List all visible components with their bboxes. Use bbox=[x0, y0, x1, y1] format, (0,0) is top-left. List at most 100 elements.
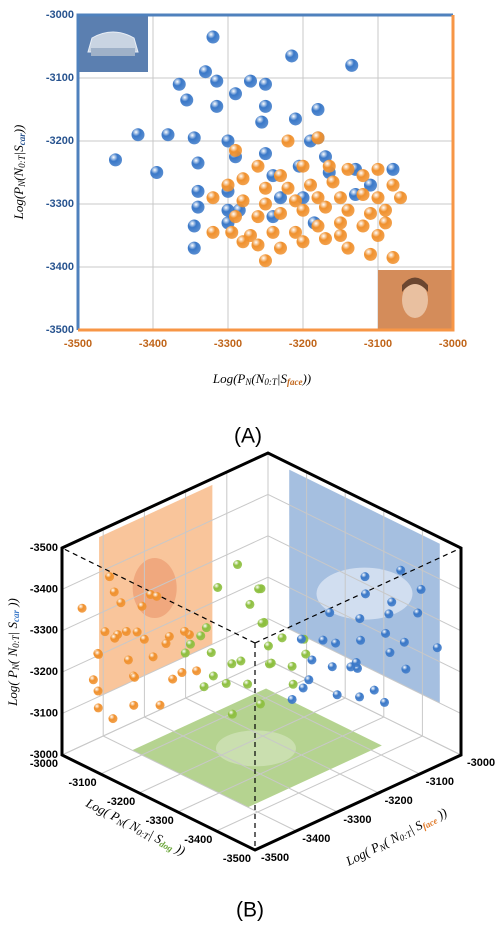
y-tick-label: -3200 bbox=[107, 796, 135, 808]
axis-border bbox=[78, 15, 455, 332]
point bbox=[319, 232, 332, 246]
point bbox=[77, 603, 87, 613]
point bbox=[355, 692, 365, 702]
caption: (A) bbox=[234, 425, 262, 448]
point bbox=[180, 626, 190, 636]
x-tick-label: -3400 bbox=[139, 338, 167, 350]
point bbox=[221, 134, 235, 148]
car-icon bbox=[87, 31, 139, 53]
x-tick-label: -3500 bbox=[64, 338, 92, 350]
point bbox=[191, 184, 205, 198]
face-icon bbox=[402, 277, 428, 292]
point bbox=[369, 685, 379, 695]
point bbox=[131, 128, 145, 142]
grid-line bbox=[267, 576, 462, 673]
label-part: N bbox=[17, 180, 27, 188]
grid-line bbox=[61, 659, 269, 756]
point bbox=[208, 671, 218, 681]
point bbox=[364, 206, 377, 220]
point bbox=[274, 169, 287, 183]
y-tick-label: -3100 bbox=[46, 72, 74, 84]
grid-line bbox=[216, 735, 423, 832]
point bbox=[139, 634, 149, 644]
point bbox=[172, 77, 186, 91]
label-part: ( N bbox=[121, 814, 143, 835]
grid-line bbox=[61, 618, 269, 715]
point bbox=[245, 599, 255, 609]
point bbox=[244, 74, 257, 88]
point bbox=[394, 191, 407, 205]
y-tick-label: -3300 bbox=[46, 198, 74, 210]
point bbox=[281, 181, 295, 195]
point bbox=[150, 166, 164, 179]
label-part: )) bbox=[5, 598, 20, 610]
panel-a: -3500 -3400 -3300 -3200 -3100 -3000 -3500 -3400… bbox=[11, 9, 467, 387]
x-tick-label: -3500 bbox=[261, 852, 289, 864]
y-tick-label: -3100 bbox=[68, 777, 96, 789]
point bbox=[210, 74, 224, 88]
point bbox=[199, 682, 209, 692]
point bbox=[326, 175, 340, 189]
point bbox=[259, 77, 272, 91]
point bbox=[130, 672, 140, 682]
point bbox=[132, 627, 142, 637]
point bbox=[229, 87, 242, 101]
point bbox=[325, 608, 335, 618]
point bbox=[236, 656, 246, 666]
x-tick-label: -3200 bbox=[289, 338, 317, 350]
point bbox=[168, 674, 178, 684]
grid-line bbox=[267, 659, 462, 756]
point bbox=[289, 112, 302, 126]
point bbox=[371, 229, 385, 242]
grid-line bbox=[267, 493, 462, 590]
grid-line bbox=[177, 716, 385, 813]
car-icon bbox=[91, 48, 135, 56]
grid-line bbox=[100, 678, 307, 775]
x-tick-label: -3300 bbox=[343, 814, 371, 826]
point bbox=[221, 178, 235, 192]
point bbox=[361, 589, 370, 599]
point bbox=[396, 565, 406, 575]
x-tick-label: -3100 bbox=[364, 338, 392, 350]
label-part: ( N bbox=[381, 828, 403, 849]
point bbox=[416, 584, 426, 594]
point bbox=[251, 238, 265, 252]
point bbox=[221, 678, 231, 688]
point bbox=[206, 191, 220, 205]
z-tick-label: -3000 bbox=[30, 749, 58, 761]
point bbox=[318, 635, 328, 645]
grid-line bbox=[102, 735, 297, 832]
point bbox=[257, 618, 267, 628]
grid-line bbox=[185, 697, 379, 794]
label-part: Log(P bbox=[212, 371, 246, 386]
label-part: ( N bbox=[5, 647, 20, 665]
point bbox=[356, 169, 370, 183]
point bbox=[129, 700, 139, 710]
y-tick-label: -3500 bbox=[46, 324, 74, 336]
z-tick-label: -3100 bbox=[30, 708, 58, 720]
point bbox=[401, 664, 411, 674]
point bbox=[274, 241, 287, 255]
point bbox=[356, 188, 370, 202]
point bbox=[185, 639, 195, 649]
point bbox=[236, 235, 250, 249]
point bbox=[311, 131, 325, 145]
point bbox=[236, 194, 250, 208]
point bbox=[360, 572, 370, 582]
face-icon bbox=[402, 282, 428, 318]
point bbox=[229, 143, 242, 157]
grid-line bbox=[138, 697, 346, 794]
label-part: car bbox=[11, 610, 21, 622]
point bbox=[180, 93, 194, 107]
point bbox=[225, 225, 239, 239]
point bbox=[259, 181, 272, 195]
point bbox=[201, 623, 211, 633]
point bbox=[206, 648, 216, 658]
point bbox=[311, 219, 325, 233]
point bbox=[259, 147, 272, 161]
y-tick-label: -3400 bbox=[46, 261, 74, 273]
point bbox=[386, 162, 400, 176]
point bbox=[243, 679, 253, 689]
panel-b: -3500 -3400 -3300 -3200 -3100 -3000 -3500 -3400… bbox=[5, 451, 495, 869]
